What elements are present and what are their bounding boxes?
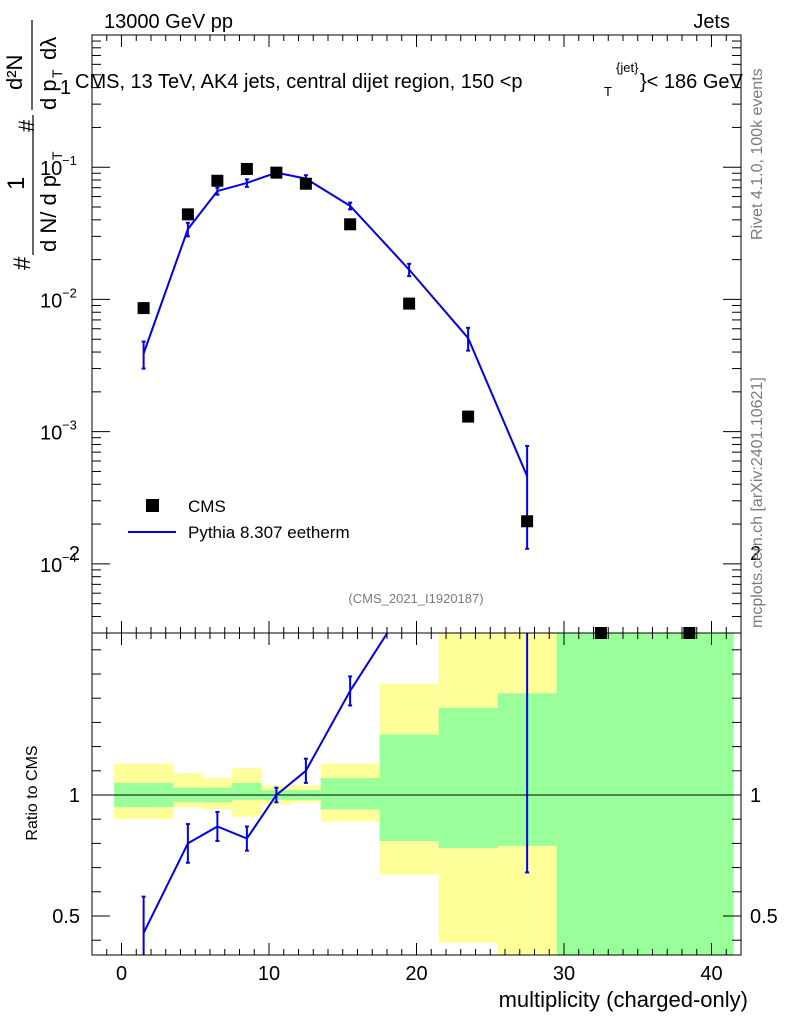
cms-data-point xyxy=(521,515,534,528)
ylabel-hash2: # xyxy=(14,119,39,132)
legend: CMS Pythia 8.307 eetherm xyxy=(128,497,350,542)
cms-data-point xyxy=(211,174,224,187)
ylabel-dpT: d p xyxy=(36,79,61,110)
title-superscript: {jet} xyxy=(616,60,639,75)
ylabel-dpT-sub: T xyxy=(49,69,65,78)
ratio-line xyxy=(142,633,389,934)
ratio-uncertainty-bands xyxy=(114,633,734,955)
ylabel-d2N: d²N xyxy=(2,55,27,90)
cms-data-point xyxy=(270,166,283,179)
source-label: mcplots.cern.ch [arXiv:2401.10621] xyxy=(749,377,766,628)
plot-title: CMS, 13 TeV, AK4 jets, central dijet reg… xyxy=(75,60,744,99)
beam-label: 13000 GeV pp xyxy=(104,11,233,33)
title-subscript: T xyxy=(604,84,612,99)
ylabel-dN-sub: T xyxy=(49,151,65,160)
y-tick-label-top-one: 1 xyxy=(60,77,71,99)
y-tick-label-top: 10 xyxy=(40,423,62,445)
x-tick-label: 0 xyxy=(116,963,127,985)
x-tick-label: 10 xyxy=(258,963,280,985)
cms-data-point xyxy=(137,302,150,315)
cms-data-point xyxy=(240,162,253,175)
band-inner xyxy=(556,633,734,955)
ylabel-dN: d N/ d p xyxy=(36,175,61,252)
y-axis-label-ratio: Ratio to CMS xyxy=(24,745,41,840)
title-tail: }< 186 GeV xyxy=(640,71,744,93)
y-tick-label-ratio-right: 2 xyxy=(750,543,761,565)
legend-pythia-label: Pythia 8.307 eetherm xyxy=(188,523,350,542)
band-inner xyxy=(232,782,262,800)
y-tick-label-top-exp: −2 xyxy=(62,285,77,300)
band-inner xyxy=(438,707,498,849)
ylabel-one: 1 xyxy=(3,177,30,190)
analysis-tag: (CMS_2021_I1920187) xyxy=(348,591,483,606)
y-tick-label-ratio-right: 1 xyxy=(750,785,761,807)
band-inner xyxy=(379,734,439,841)
y-tick-label-ratio: 2 xyxy=(69,543,80,565)
y-tick-label-top: 10 xyxy=(40,290,62,312)
y-tick-label-top: 10 xyxy=(40,158,62,180)
cms-data-point xyxy=(462,410,475,423)
ylabel-dlambda: dλ xyxy=(36,37,61,60)
x-tick-label: 30 xyxy=(553,963,575,985)
cms-data-point xyxy=(181,208,194,221)
y-tick-label-top-exp: −4 xyxy=(62,550,77,565)
ylabel-hash: # xyxy=(9,256,36,270)
y-tick-label-top-exp: −1 xyxy=(62,153,77,168)
cms-data-point xyxy=(403,297,416,310)
x-axis-label: multiplicity (charged-only) xyxy=(499,987,748,1012)
y-tick-label-top: 10 xyxy=(40,555,62,577)
pythia-line xyxy=(142,171,529,477)
y-tick-label-ratio-right: 0.5 xyxy=(750,906,778,928)
y-axis-label-top: # 1 d N/ d p T # d²N d p T dλ xyxy=(2,20,65,270)
rivet-version-label: Rivet 4.1.0, 100k events xyxy=(749,68,766,240)
legend-cms-label: CMS xyxy=(188,497,226,516)
cms-data-point xyxy=(299,177,312,190)
cms-data-point xyxy=(344,218,357,231)
y-tick-label-ratio: 0.5 xyxy=(52,906,80,928)
title-text: CMS, 13 TeV, AK4 jets, central dijet reg… xyxy=(75,71,523,93)
legend-cms-marker xyxy=(146,499,159,512)
x-tick-label: 40 xyxy=(700,963,722,985)
y-tick-label-ratio: 1 xyxy=(69,785,80,807)
x-tick-label: 20 xyxy=(405,963,427,985)
band-inner xyxy=(320,778,380,810)
y-tick-label-top-exp: −3 xyxy=(62,418,77,433)
main-plot-frame xyxy=(91,34,742,634)
process-label: Jets xyxy=(693,11,730,33)
